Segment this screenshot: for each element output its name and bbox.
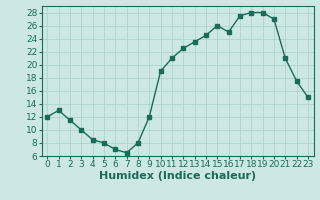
X-axis label: Humidex (Indice chaleur): Humidex (Indice chaleur) bbox=[99, 171, 256, 181]
